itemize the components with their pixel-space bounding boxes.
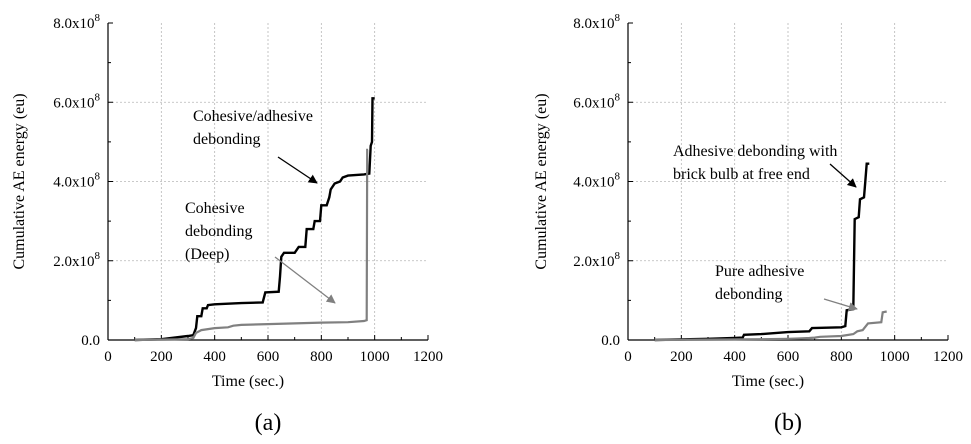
chart-panel-b: 0 200 400 600 800 1000 1200 0.0 2.0x108 4.0x108 6.… xyxy=(533,12,963,436)
y-axis-label: Cumulative AE energy (eu) xyxy=(11,93,28,269)
x-tick-label: 200 xyxy=(150,349,173,365)
y-tick-label: 4.0x108 xyxy=(573,171,620,191)
y-tick-label: 4.0x108 xyxy=(53,171,100,191)
x-axis-label: Time (sec.) xyxy=(732,373,804,390)
panel-label: (b) xyxy=(774,410,802,436)
annotation-text: Pure adhesive debonding xyxy=(715,263,804,303)
x-tick-label: 1000 xyxy=(360,349,390,365)
annotation-arrow xyxy=(274,256,336,304)
y-tick-label: 0.0 xyxy=(601,333,620,349)
x-tick-label: 0 xyxy=(104,349,112,365)
annotation-arrow xyxy=(829,163,857,188)
x-tick-label: 1200 xyxy=(933,349,963,365)
x-axis-label: Time (sec.) xyxy=(212,373,284,390)
y-tick-label: 2.0x108 xyxy=(573,250,620,270)
annotation-arrow xyxy=(277,156,318,184)
series-line-black xyxy=(134,97,375,342)
x-tick-label: 0 xyxy=(624,349,632,365)
x-tick-label: 800 xyxy=(310,349,333,365)
x-tick-label: 400 xyxy=(203,349,226,365)
series-line-gray xyxy=(134,148,369,342)
x-tick-label: 600 xyxy=(777,349,800,365)
x-tick-label: 1000 xyxy=(880,349,910,365)
y-tick-label: 0.0 xyxy=(81,333,100,349)
series-line-gray xyxy=(654,310,887,342)
annotation-text: Cohesive/adhesive debonding xyxy=(193,108,313,148)
annotation-text: Cohesive debonding (Deep) xyxy=(185,200,253,263)
x-tick-label: 800 xyxy=(830,349,853,365)
chart-panel-a: 0 200 400 600 800 1000 1200 0.0 2.0x108 4.0x108 6.… xyxy=(11,12,443,436)
y-tick-label: 6.0x108 xyxy=(53,91,100,111)
series-line-black xyxy=(654,162,870,342)
panel-label: (a) xyxy=(255,410,282,436)
y-tick-label: 8.0x108 xyxy=(53,12,100,32)
x-tick-label: 400 xyxy=(723,349,746,365)
y-axis-label: Cumulative AE energy (eu) xyxy=(533,93,550,269)
y-tick-label: 8.0x108 xyxy=(573,12,620,32)
y-tick-label: 6.0x108 xyxy=(573,91,620,111)
x-tick-label: 1200 xyxy=(413,349,443,365)
annotation-arrow xyxy=(823,298,858,311)
x-tick-label: 200 xyxy=(670,349,693,365)
y-tick-label: 2.0x108 xyxy=(53,250,100,270)
annotation-text: Adhesive debonding with brick bulb at fre… xyxy=(673,143,837,183)
x-tick-label: 600 xyxy=(257,349,280,365)
